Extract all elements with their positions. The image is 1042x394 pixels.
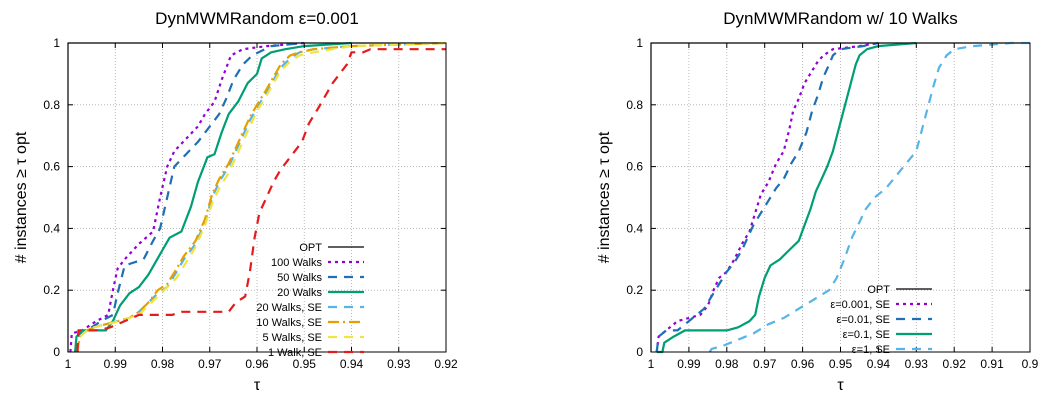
series-line-2 [655, 41, 879, 353]
x-axis-label: τ [254, 377, 261, 394]
series-line-1 [655, 41, 879, 353]
chart-2: 1 0.99 0.98 0.97 0.96 0.95 0.94 0.93 0.92 0.91 0.9… [596, 9, 1039, 394]
series-line-7 [76, 48, 446, 353]
y-axis-label: # instances ≥ τ opt [596, 131, 613, 263]
x-axis-label: τ [837, 377, 844, 394]
x-tick-label: 0.99 [677, 357, 701, 371]
x-tick-label: 0.96 [245, 357, 269, 371]
legend-label: 10 Walks, SE [256, 317, 322, 329]
y-tick-label: 0.6 [43, 160, 60, 174]
y-tick-label: 0.6 [626, 160, 643, 174]
x-tick-label: 0.95 [829, 357, 853, 371]
x-tick-label: 0.92 [434, 357, 458, 371]
x-tick-label: 0.92 [943, 357, 967, 371]
series-line-3 [656, 41, 917, 354]
y-tick-label: 0.4 [626, 221, 643, 235]
x-tick-label: 0.94 [867, 357, 891, 371]
chart-1: 1 0.99 0.98 0.97 0.96 0.95 0.94 0.93 0.92 0 0.2 0.4… [13, 9, 458, 394]
legend-label: ε=0.001, SE [830, 299, 890, 311]
legend-label: OPT [867, 284, 890, 296]
x-tick-label: 0.97 [753, 357, 777, 371]
x-tick-label: 0.91 [980, 357, 1004, 371]
y-tick-label: 0.4 [43, 221, 60, 235]
y-tick-label: 1 [636, 36, 643, 50]
x-tick-label: 0.95 [293, 357, 317, 371]
y-tick-label: 1 [53, 36, 60, 50]
x-tick-label: 0.93 [905, 357, 929, 371]
x-tick-label: 0.99 [104, 357, 128, 371]
y-axis-label: # instances ≥ τ opt [13, 131, 30, 263]
chart-title: DynMWMRandom ε=0.001 [155, 9, 359, 28]
x-tick-label: 0.98 [151, 357, 175, 371]
y-tick-label: 0 [53, 345, 60, 359]
legend-label: 5 Walks, SE [263, 332, 323, 344]
x-tick-label: 0.9 [1022, 357, 1039, 371]
y-tick-label: 0.2 [43, 283, 60, 297]
x-tick-label: 1 [648, 357, 655, 371]
legend-label: 20 Walks [277, 287, 322, 299]
legend-label: ε=0.1, SE [843, 329, 890, 341]
series-line-4 [76, 41, 447, 353]
series-line-6 [76, 41, 447, 353]
x-tick-label: 1 [65, 357, 72, 371]
y-tick-label: 0.8 [43, 98, 60, 112]
x-tick-label: 0.98 [715, 357, 739, 371]
y-tick-label: 0 [636, 345, 643, 359]
y-tick-label: 0.8 [626, 98, 643, 112]
y-tick-label: 0.2 [626, 283, 643, 297]
x-tick-label: 0.97 [198, 357, 222, 371]
legend-label: 100 Walks [271, 257, 322, 269]
legend-label: ε=0.01, SE [836, 314, 890, 326]
series-line-2 [74, 41, 305, 353]
x-tick-label: 0.96 [791, 357, 815, 371]
legend-label: 50 Walks [277, 272, 322, 284]
legend-label: ε=1, SE [852, 344, 890, 356]
legend-label: 1 Walk, SE [268, 347, 322, 359]
legend-label: 20 Walks, SE [256, 302, 322, 314]
series-line-3 [74, 41, 352, 353]
x-tick-label: 0.94 [340, 357, 364, 371]
series-line-4 [708, 41, 1030, 353]
chart-title: DynMWMRandom w/ 10 Walks [723, 9, 958, 28]
x-tick-label: 0.93 [387, 357, 411, 371]
legend-label: OPT [299, 242, 322, 254]
